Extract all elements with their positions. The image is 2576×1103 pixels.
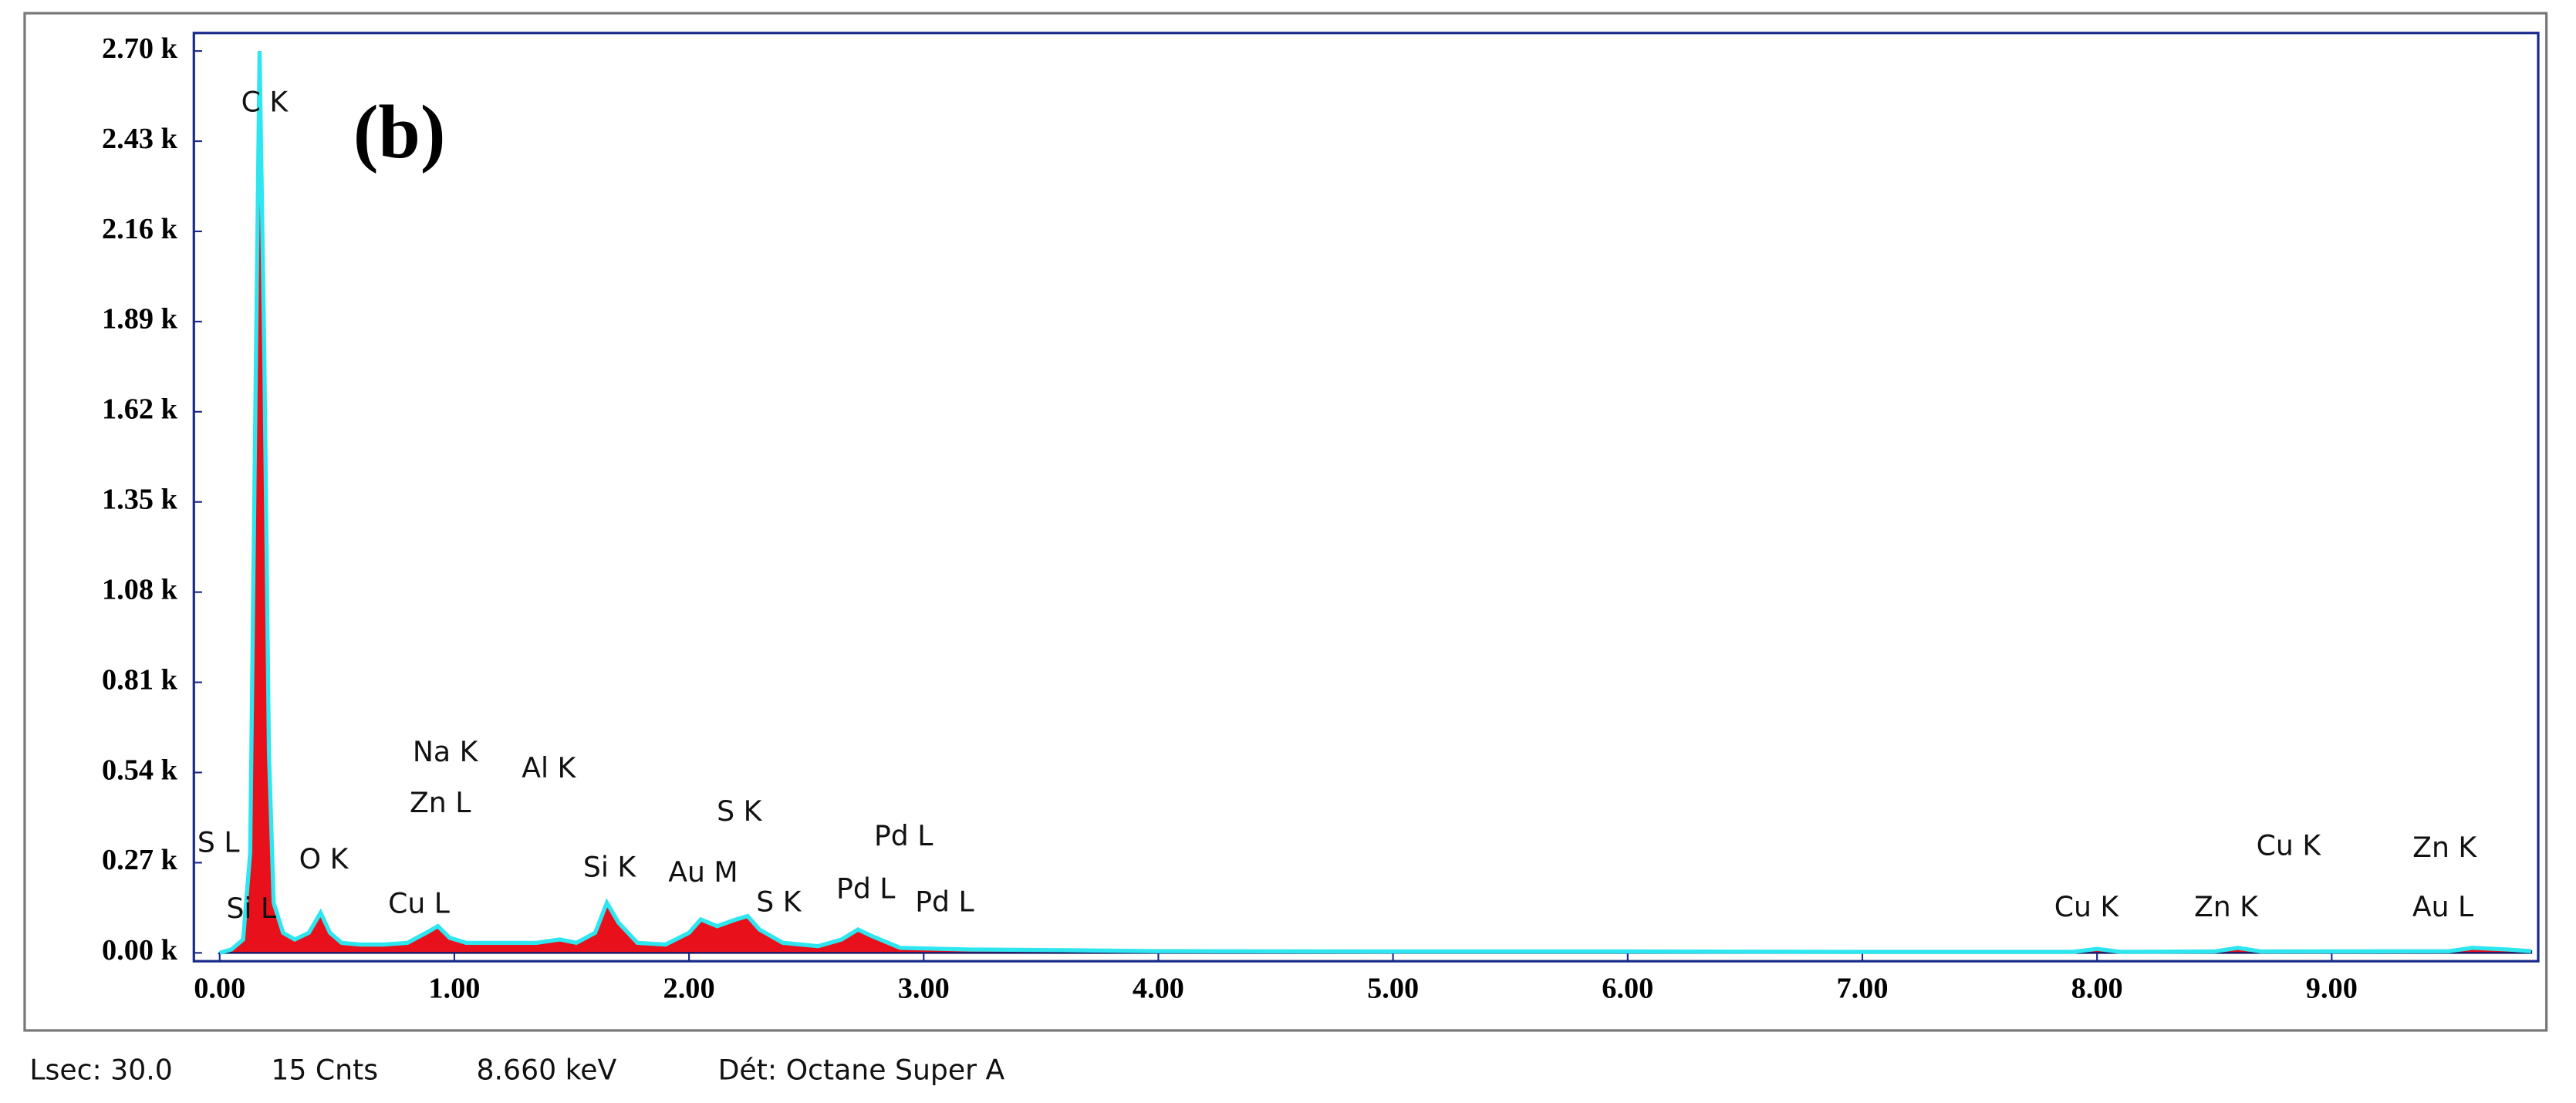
y-tick-label: 2.16 k — [102, 213, 178, 245]
y-tick-label: 2.70 k — [102, 32, 178, 65]
peak-label: Cu K — [2054, 890, 2120, 923]
peak-label: Cu L — [388, 886, 450, 919]
footer-text: Lsec: 30.0 — [29, 1053, 172, 1086]
peak-label: S K — [717, 794, 762, 828]
x-tick-label: 3.00 — [898, 972, 950, 1004]
peak-label: S K — [756, 885, 802, 918]
footer-text: 8.660 keV — [477, 1053, 617, 1086]
peak-label: S L — [198, 825, 240, 858]
x-tick-label: 7.00 — [1836, 972, 1888, 1004]
spectrum-line — [219, 51, 2532, 955]
peak-label: C K — [241, 86, 289, 119]
x-tick-label: 9.00 — [2306, 972, 2358, 1004]
x-tick-label: 8.00 — [2071, 972, 2123, 1004]
peak-label: Zn K — [2412, 831, 2477, 864]
footer-text: 15 Cnts — [271, 1053, 378, 1086]
footer-text: Dét: Octane Super A — [718, 1053, 1005, 1086]
y-tick-label: 0.81 k — [102, 663, 178, 696]
plot-frame — [192, 32, 2540, 963]
y-tick-label: 0.27 k — [102, 844, 178, 876]
x-tick-label: 0.00 — [194, 972, 245, 1004]
peak-label: Zn L — [410, 786, 471, 819]
peak-label: Pd L — [836, 872, 895, 905]
peak-label: Al K — [522, 751, 576, 784]
peak-label: Cu K — [2257, 829, 2322, 862]
y-tick-label: 2.43 k — [102, 123, 178, 155]
x-tick-label: 4.00 — [1133, 972, 1184, 1004]
peak-label: Pd L — [874, 819, 933, 852]
x-tick-label: 5.00 — [1367, 972, 1419, 1004]
panel-label: (b) — [353, 91, 446, 174]
peak-label: Au L — [2412, 890, 2473, 923]
peak-label: Au M — [668, 855, 738, 889]
y-tick-label: 0.00 k — [102, 934, 178, 966]
y-tick-label: 1.62 k — [102, 393, 178, 426]
peak-label: Si L — [226, 892, 276, 925]
x-tick-label: 1.00 — [428, 972, 480, 1004]
x-tick-label: 2.00 — [663, 972, 715, 1004]
peak-label: O K — [299, 842, 349, 875]
peak-label: Pd L — [915, 885, 974, 918]
y-tick-label: 0.54 k — [102, 754, 178, 786]
peak-label: Si K — [583, 850, 636, 883]
y-tick-label: 1.89 k — [102, 303, 178, 336]
x-tick-label: 6.00 — [1602, 972, 1653, 1004]
peak-label: Na K — [413, 735, 479, 768]
y-tick-label: 1.08 k — [102, 573, 178, 605]
peak-label: Zn K — [2194, 890, 2259, 923]
y-tick-label: 1.35 k — [102, 484, 178, 516]
